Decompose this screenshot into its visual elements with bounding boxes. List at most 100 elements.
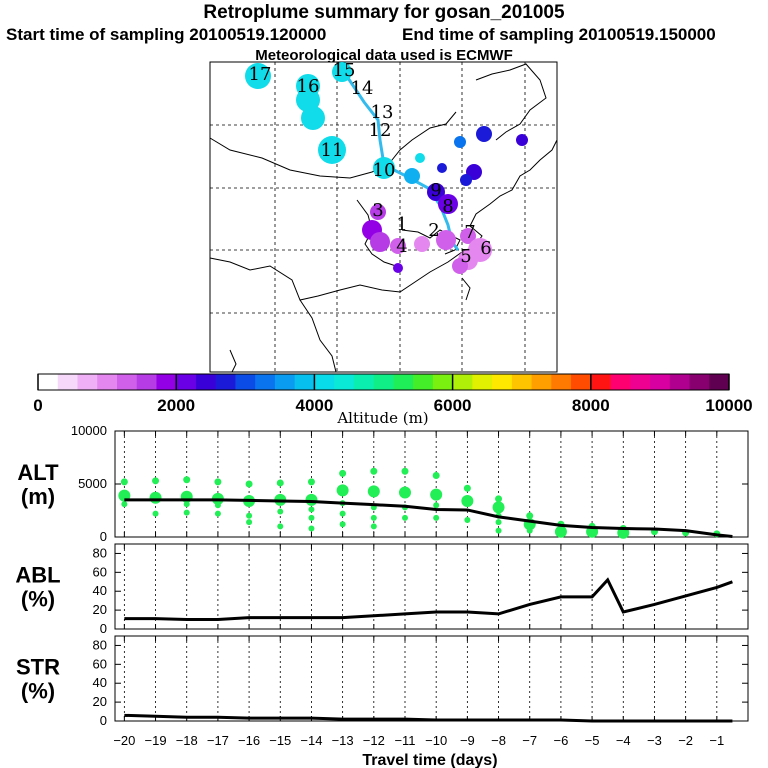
plume-marker: [390, 238, 406, 254]
str-ytick-label: 80: [93, 637, 107, 652]
colorbar-segment: [235, 374, 256, 390]
plume-dot: [370, 523, 377, 530]
plume-dot: [152, 477, 160, 485]
plume-dot: [370, 467, 378, 475]
plume-dot: [308, 514, 315, 521]
coastline: [461, 277, 471, 301]
alt-panel: 0 5000 10000 ALT(m): [17, 423, 749, 544]
coastline: [475, 63, 547, 141]
abl-ytick-label: 40: [93, 583, 107, 598]
x-tick-label: −2: [678, 733, 693, 748]
plume-dot: [152, 510, 159, 517]
colorbar-segment: [452, 374, 473, 390]
alt-mean-line: [124, 498, 733, 538]
plume-dot: [183, 509, 190, 516]
map-label-11: 11: [321, 140, 344, 161]
coastline: [209, 139, 558, 301]
str-ytick-label: 20: [93, 694, 107, 709]
colorbar-segment: [709, 374, 730, 390]
x-tick-label: −7: [522, 733, 537, 748]
map-label-10: 10: [373, 160, 396, 181]
plume-dot: [121, 501, 128, 508]
plume-marker: [370, 232, 390, 252]
plume-dot: [433, 514, 440, 521]
alt-ytick-label: 10000: [71, 423, 107, 438]
x-tick-label: −12: [363, 733, 385, 748]
colorbar-segment: [590, 374, 612, 390]
page-title: Retroplume summary for gosan_201005: [203, 2, 565, 23]
plume-dot: [277, 523, 284, 530]
colorbar-segment: [689, 374, 710, 390]
plume-dot: [336, 484, 349, 497]
plume-dot: [245, 480, 253, 488]
map-label-1: 1: [396, 214, 407, 235]
abl-ytick-label: 80: [93, 545, 107, 560]
str-ylabel-unit: (%): [21, 679, 55, 704]
colorbar-segment: [294, 374, 315, 390]
colorbar-axis-label: Altitude (m): [336, 409, 428, 427]
plume-dot: [495, 495, 503, 503]
colorbar-segment: [432, 374, 454, 390]
plume-dot: [432, 472, 440, 480]
coastline: [356, 199, 397, 267]
plume-marker: [415, 153, 425, 163]
plume-dot: [214, 478, 222, 486]
x-axis: −20 −19 −18 −17 −16 −15 −14 −13 −12 −11 −10 −9 −8 −7 −…: [113, 733, 724, 768]
plume-dot: [401, 514, 408, 521]
plume-dot: [308, 506, 315, 513]
str-panel: 0 20 40 60 80 STR(%): [16, 635, 749, 728]
map-label-8: 8: [442, 196, 453, 217]
str-ylabel: STR: [16, 655, 60, 680]
map-label-14: 14: [351, 78, 374, 99]
colorbar-tick-label: 10000: [705, 396, 752, 415]
plume-dot: [246, 519, 253, 526]
colorbar-segment: [38, 374, 59, 390]
plume-dot: [149, 491, 162, 504]
plume-dot: [214, 502, 221, 509]
x-tick-label: −10: [425, 733, 447, 748]
abl-ytick-label: 60: [93, 564, 107, 579]
colorbar-segment: [215, 374, 236, 390]
plume-dot: [433, 502, 440, 509]
colorbar-tick-label: 0: [33, 396, 42, 415]
plume-marker: [438, 194, 458, 214]
x-tick-label: −6: [553, 733, 568, 748]
plume-dot: [398, 486, 411, 499]
abl-frame: [114, 543, 749, 630]
map-label-6: 6: [480, 238, 491, 259]
x-axis-label: Travel time (days): [362, 752, 497, 768]
str-line: [124, 713, 733, 723]
x-tick-label: −8: [491, 733, 506, 748]
plume-dot: [492, 501, 505, 514]
end-time: End time of sampling 20100519.150000: [402, 25, 716, 44]
plume-dot: [367, 485, 380, 498]
colorbar-segment: [531, 374, 552, 390]
plume-dot: [305, 493, 318, 506]
plume-marker: [245, 63, 271, 89]
colorbar-segment: [77, 374, 98, 390]
x-tick-label: −15: [269, 733, 291, 748]
colorbar-segment: [511, 374, 533, 390]
plume-marker: [452, 258, 468, 274]
alt-ylabel: ALT: [17, 460, 59, 485]
map-label-12: 12: [369, 120, 392, 141]
coastline: [229, 349, 237, 373]
map-label-13: 13: [371, 102, 394, 123]
colorbar-segment: [571, 374, 592, 390]
alt-ylabel-unit: (m): [21, 484, 55, 509]
colorbar-segment: [195, 374, 217, 390]
plume-dot: [214, 510, 221, 517]
map-label-17: 17: [249, 64, 272, 85]
colorbar-segment: [373, 374, 394, 390]
plume-dot: [430, 488, 443, 501]
plume-marker: [373, 157, 395, 179]
map-label-2: 2: [428, 220, 439, 241]
colorbar-segment: [314, 374, 335, 390]
map-label-5: 5: [460, 246, 471, 267]
plume-dot: [308, 525, 315, 532]
x-tick-label: −14: [300, 733, 322, 748]
x-tick-label: −3: [647, 733, 662, 748]
colorbar-segment: [274, 374, 296, 390]
plume-dot: [339, 521, 346, 528]
